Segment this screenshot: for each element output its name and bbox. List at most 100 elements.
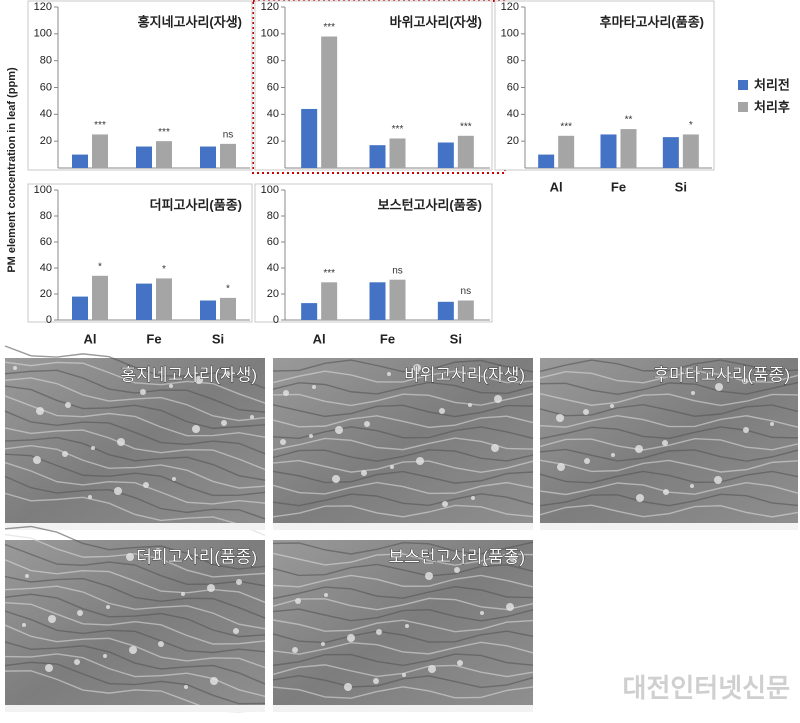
sem-texture: [4, 641, 266, 685]
sem-particle: [192, 425, 200, 433]
significance-label: **: [625, 115, 633, 126]
sem-texture: [272, 630, 534, 644]
sem-texture: [272, 641, 534, 655]
x-tick-label: Si: [212, 331, 224, 346]
sem-particle: [36, 407, 44, 415]
sem-particle: [172, 477, 176, 481]
significance-label: ***: [460, 121, 472, 132]
sem-texture: [4, 361, 266, 404]
sem-label: 더피고사리(품종): [136, 547, 257, 566]
sem-texture: [539, 415, 799, 428]
sem-particle: [583, 409, 589, 415]
significance-label: ***: [323, 268, 335, 279]
panel: [254, 0, 493, 171]
legend-swatch: [738, 80, 748, 90]
y-tick-label: 60: [267, 236, 279, 248]
sem-particle: [74, 659, 80, 665]
sem-texture: [272, 370, 534, 384]
bar: [72, 296, 88, 320]
sem-particle: [425, 572, 433, 580]
bar: [389, 279, 406, 320]
sem-texture: [539, 470, 799, 484]
y-tick-label: 60: [40, 81, 52, 93]
sem-particle: [184, 685, 188, 689]
sem-texture: [272, 608, 534, 622]
sem-label: 바위고사리(자생): [404, 365, 525, 384]
sem-particle: [454, 567, 460, 573]
sem-particle: [233, 628, 239, 634]
sem-particle: [45, 664, 53, 672]
bar: [558, 135, 575, 168]
bar: [538, 154, 555, 168]
y-tick-label: 100: [34, 184, 52, 196]
significance-label: ***: [323, 22, 335, 33]
sem-texture: [4, 593, 266, 638]
y-tick-label: 20: [267, 288, 279, 300]
sem-texture: [272, 552, 534, 566]
y-tick-label: 100: [261, 184, 279, 196]
sem-texture: [4, 461, 266, 505]
chart-title: 더피고사리(품종): [150, 197, 242, 212]
sem-texture: [539, 504, 799, 518]
sem-particle: [312, 385, 316, 389]
bar: [682, 134, 699, 168]
sem-texture: [539, 493, 799, 507]
sem-particle: [181, 592, 185, 596]
bar: [321, 36, 338, 169]
sem-particle: [416, 457, 424, 465]
sem-particle: [556, 414, 564, 422]
sem-particle: [224, 371, 230, 377]
sem-texture: [539, 448, 799, 462]
bar: [72, 154, 88, 168]
sem-texture: [539, 459, 799, 473]
bar: [437, 142, 454, 168]
sem-particle: [439, 408, 445, 414]
sem-particle: [471, 496, 475, 500]
sem-particle: [321, 642, 325, 646]
significance-label: ns: [392, 265, 403, 276]
bar: [321, 282, 338, 320]
significance-label: ***: [392, 124, 404, 135]
sem-texture: [4, 533, 266, 578]
y-tick-label: 60: [40, 236, 52, 248]
bar: [136, 283, 152, 320]
sem-particle: [280, 439, 286, 445]
significance-label: ***: [560, 121, 572, 132]
sem-texture: [272, 541, 534, 555]
x-tick-label: Si: [450, 331, 462, 346]
chart-title: 바위고사리(자생): [390, 14, 482, 29]
y-tick-label: 120: [501, 1, 519, 13]
sem-texture: [4, 436, 266, 481]
x-tick-label: Si: [675, 179, 687, 194]
y-tick-label: 0: [46, 314, 52, 326]
y-tick-label: 80: [267, 55, 279, 67]
bar: [136, 146, 152, 168]
sem-texture: [4, 385, 266, 430]
chart-title: 보스턴고사리(품종): [378, 197, 482, 212]
sem-particle: [347, 634, 355, 642]
sem-particle: [283, 390, 289, 396]
significance-label: ***: [158, 127, 170, 138]
sem-particle: [557, 463, 565, 471]
sem-texture: [4, 585, 266, 630]
y-tick-label: 40: [507, 108, 519, 120]
y-tick-label: 120: [261, 1, 279, 13]
sem-label: 보스턴고사리(품종): [389, 547, 525, 566]
x-tick-label: Fe: [611, 179, 626, 194]
sem-texture: [272, 653, 534, 667]
bar: [301, 108, 318, 168]
y-tick-label: 60: [507, 81, 519, 93]
sem-particle: [610, 404, 614, 408]
sem-particle: [635, 445, 643, 453]
sem-texture: [272, 392, 534, 407]
sem-texture: [272, 459, 534, 473]
sem-particle: [509, 554, 517, 562]
sem-texture: [4, 492, 266, 537]
sem-texture: [272, 359, 534, 373]
bar: [662, 137, 679, 168]
sem-texture: [272, 381, 534, 395]
sem-particle: [506, 603, 514, 611]
bar: [92, 275, 108, 320]
sem-particle: [743, 427, 749, 433]
